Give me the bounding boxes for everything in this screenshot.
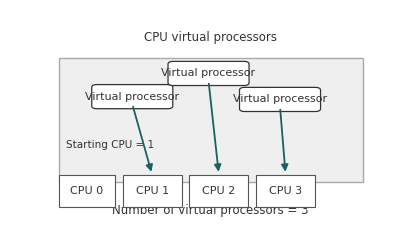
- Text: CPU 3: CPU 3: [268, 186, 301, 196]
- Bar: [189, 174, 248, 207]
- FancyBboxPatch shape: [168, 61, 248, 86]
- Text: CPU 2: CPU 2: [202, 186, 235, 196]
- Text: CPU 0: CPU 0: [70, 186, 103, 196]
- Bar: [122, 174, 181, 207]
- Text: CPU 1: CPU 1: [135, 186, 168, 196]
- Bar: [256, 174, 314, 207]
- FancyBboxPatch shape: [239, 87, 320, 112]
- Text: Virtual processor: Virtual processor: [85, 92, 179, 102]
- Text: Starting CPU = 1: Starting CPU = 1: [65, 140, 153, 150]
- Text: Number of virtual processors = 3: Number of virtual processors = 3: [112, 204, 308, 217]
- Bar: [59, 174, 115, 207]
- Bar: [59, 58, 362, 182]
- Text: CPU virtual processors: CPU virtual processors: [143, 31, 276, 44]
- Text: Virtual processor: Virtual processor: [161, 68, 255, 79]
- Text: Virtual processor: Virtual processor: [232, 94, 326, 104]
- FancyBboxPatch shape: [92, 85, 172, 109]
